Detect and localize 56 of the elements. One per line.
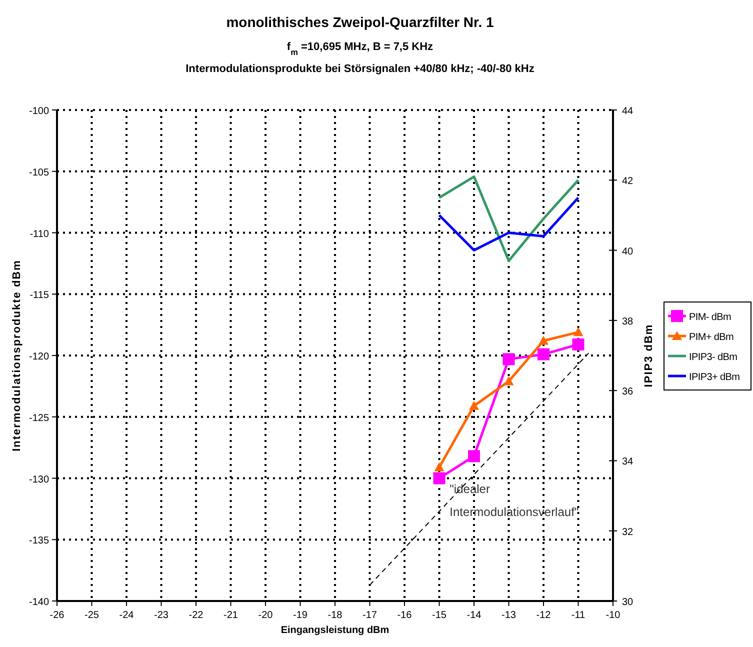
- point: [468, 450, 480, 462]
- y2-tick-label: 42: [622, 176, 634, 188]
- legend-label: PIM+ dBm: [689, 332, 734, 343]
- legend-label: PIM- dBm: [689, 312, 732, 323]
- y2-tick-label: 34: [622, 456, 634, 468]
- y2-tick-label: 40: [622, 246, 634, 258]
- point: [572, 338, 584, 350]
- line-series: [438, 175, 580, 262]
- x-tick-label: -23: [154, 610, 169, 621]
- y-tick-label: -105: [28, 167, 50, 178]
- point: [433, 472, 446, 484]
- x-tick-label: -25: [84, 610, 100, 621]
- x-axis-title: Eingangsleistung dBm: [280, 625, 390, 636]
- point: [434, 462, 444, 472]
- x-tick-label: -22: [188, 610, 204, 621]
- y-tick-label: -130: [28, 474, 50, 486]
- x-tick-label: -11: [571, 610, 586, 621]
- point: [573, 327, 584, 336]
- annotation: "idealer Intermodulationsverlauf": [450, 482, 579, 519]
- x-tick-label: -14: [466, 610, 482, 621]
- y2-tick-label: 36: [622, 386, 634, 398]
- x-tick-label: -15: [432, 610, 447, 621]
- x-tick-label: -16: [397, 610, 412, 621]
- line-series: [438, 196, 580, 252]
- y2-tick-label: 44: [622, 106, 634, 117]
- y-tick-label: -135: [28, 536, 50, 547]
- x-tick-label: -17: [362, 610, 378, 621]
- x-tick-label: -12: [536, 610, 552, 621]
- legend-label: IPIP3+ dBm: [689, 372, 740, 383]
- point: [469, 400, 479, 410]
- y2-tick-label: 30: [622, 597, 634, 608]
- point: [504, 376, 514, 386]
- chart-subtitle: f$_{m}$ =10,695 MHz, B = 7,5 KHz Intermodulationsprodukte bei Störsignalen +40/80 kHz; -40/-80 kHz: [186, 41, 535, 75]
- point: [538, 336, 548, 345]
- point: [538, 348, 550, 360]
- y-tick-label: -125: [28, 412, 50, 424]
- y-tick-label: -120: [28, 352, 50, 362]
- x-tick-label: -18: [328, 610, 343, 621]
- y2-tick-label: 32: [622, 526, 634, 538]
- y-tick-label: -115: [30, 290, 50, 302]
- chart-title: monolithisches Zweipol-Quarzfilter Nr. 1: [226, 14, 494, 30]
- legend-label: IPIP3- dBm: [689, 352, 738, 363]
- x-tick-label: -10: [606, 610, 621, 621]
- y2-axis-title: IPIP3 dBm: [643, 324, 655, 388]
- y-axis-title: Intermodulationsprodukte dBm: [11, 260, 23, 452]
- y-tick-label: -140: [28, 597, 50, 608]
- x-tick-label: -20: [258, 610, 274, 621]
- y-tick-label: -100: [28, 106, 50, 117]
- y-tick-label: -110: [30, 228, 50, 240]
- x-tick-label: -13: [502, 610, 516, 621]
- x-tick-label: -24: [119, 610, 134, 621]
- point: [502, 353, 515, 366]
- x-tick-label: -19: [293, 610, 308, 621]
- x-tick-label: -26: [50, 610, 65, 621]
- x-tick-label: -21: [224, 610, 238, 621]
- y2-tick-label: 38: [622, 316, 634, 328]
